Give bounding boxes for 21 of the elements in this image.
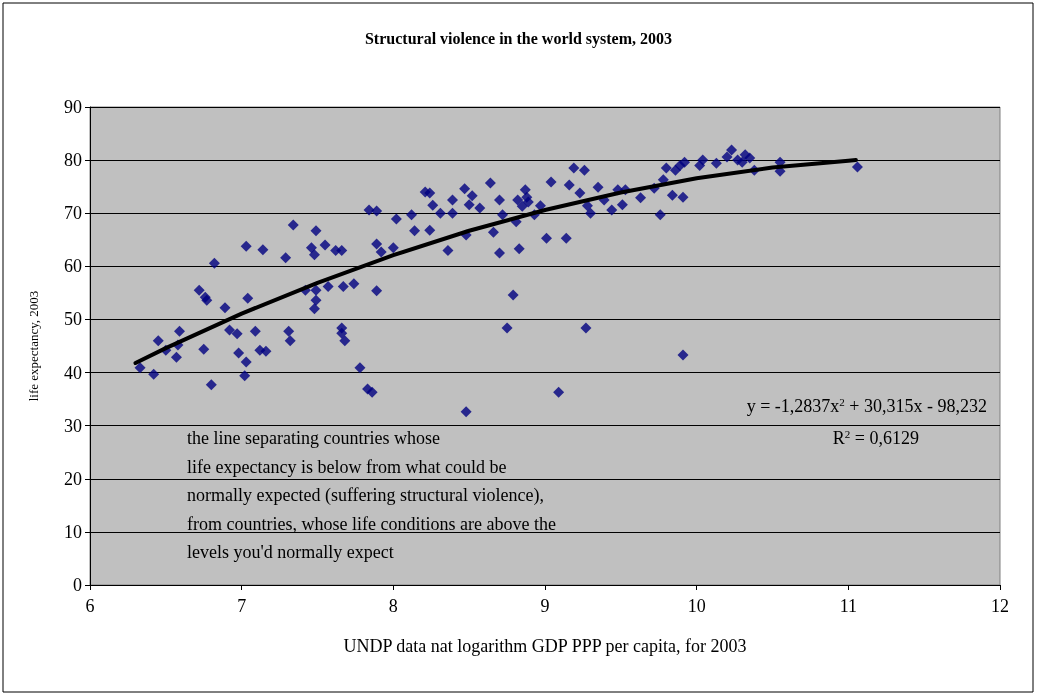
x-axis-title: UNDP data nat logarithm GDP PPP per capita, for 2003	[343, 636, 747, 656]
y-tick-label: 30	[64, 415, 82, 436]
x-tick-label: 10	[687, 596, 706, 616]
y-tick-label: 0	[73, 575, 82, 595]
x-tick-label: 6	[85, 596, 95, 616]
y-tick-label: 40	[64, 362, 82, 383]
x-tick-label: 8	[388, 596, 398, 616]
chart-title: Structural violence in the world system, 2003	[364, 29, 673, 48]
x-tick-label: 7	[237, 596, 247, 616]
x-tick-label: 9	[540, 596, 550, 616]
y-tick-label: 20	[64, 468, 82, 489]
y-tick-label: 60	[64, 256, 82, 277]
annotation: the line separating countries whose life expectancy is below from what could be normally expected (suffering structural violence), from countries, whose life conditions are above the levels you'd normally expect	[187, 428, 556, 563]
x-tick-label: 12	[991, 596, 1009, 616]
y-tick-label: 90	[64, 97, 82, 117]
x-tick-label: 11	[839, 596, 858, 616]
y-tick-label: 50	[64, 309, 82, 330]
y-tick-label: 10	[64, 521, 82, 542]
y-tick-label: 80	[64, 150, 82, 171]
y-axis-title: life expectancy, 2003	[26, 290, 41, 402]
y-tick-label: 70	[64, 203, 82, 224]
